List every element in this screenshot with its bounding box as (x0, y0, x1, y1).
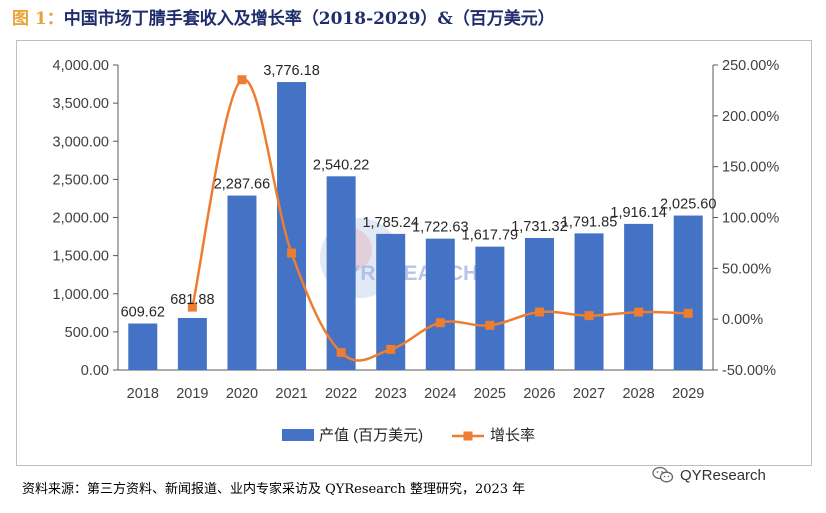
bar-2029 (673, 215, 703, 370)
x-tick-label: 2025 (474, 386, 506, 402)
bar-data-label: 2,540.22 (313, 157, 369, 173)
growth-rate-marker (386, 344, 396, 354)
left-tick-label: 0.00 (81, 363, 109, 379)
growth-rate-marker (485, 320, 495, 330)
bar-2027 (574, 233, 604, 370)
x-tick-label: 2020 (226, 386, 258, 402)
left-tick-label: 2,500.00 (53, 172, 109, 188)
figure-number: 图 1： (12, 9, 64, 29)
x-tick-label: 2022 (325, 386, 357, 402)
bar-data-label: 1,785.24 (362, 215, 418, 231)
right-tick-label: 100.00% (722, 211, 779, 227)
source-note: 资料来源：第三方资料、新闻报道、业内专家采访及 QYResearch 整理研究，… (22, 482, 526, 497)
bar-data-label: 1,722.63 (412, 220, 468, 236)
x-tick-label: 2029 (672, 386, 704, 402)
left-tick-label: 4,000.00 (53, 58, 109, 74)
chart-title: 图 1：中国市场丁腈手套收入及增长率（2018-2029）&（百万美元） (12, 6, 555, 32)
growth-rate-marker (237, 75, 247, 85)
chart-frame (16, 40, 812, 466)
growth-rate-marker (584, 311, 594, 321)
right-tick-label: 150.00% (722, 160, 779, 176)
x-tick-label: 2021 (275, 386, 307, 402)
wechat-icon (652, 466, 674, 483)
legend-label-growth: 增长率 (490, 427, 535, 444)
bar-data-label: 1,791.85 (561, 214, 617, 230)
bar-2020 (227, 195, 257, 370)
growth-rate-marker (187, 302, 197, 312)
brand-signature: QYResearch (652, 466, 766, 484)
growth-rate-marker (634, 307, 644, 317)
bar-data-label: 2,025.60 (660, 197, 716, 213)
growth-rate-marker (435, 318, 445, 328)
growth-rate-marker (534, 307, 544, 317)
legend-swatch-marker (463, 431, 473, 441)
right-tick-label: 0.00% (722, 312, 763, 328)
bar-data-label: 1,617.79 (462, 228, 518, 244)
growth-rate-marker (287, 248, 297, 258)
x-tick-label: 2019 (176, 386, 208, 402)
bar-data-label: 3,776.18 (263, 63, 319, 79)
growth-rate-marker (683, 308, 693, 318)
bar-2026 (524, 237, 554, 370)
bar-2024 (425, 238, 455, 370)
bar-2021 (277, 82, 307, 370)
bar-2022 (326, 176, 356, 370)
left-tick-label: 1,500.00 (53, 249, 109, 265)
bar-data-label: 2,287.66 (214, 177, 270, 193)
legend-label-revenue: 产值 (百万美元) (319, 427, 423, 444)
bar-data-label: 1,916.14 (610, 205, 666, 221)
right-tick-label: 200.00% (722, 109, 779, 125)
x-tick-label: 2018 (127, 386, 159, 402)
x-tick-label: 2023 (375, 386, 407, 402)
bar-data-label: 1,731.32 (511, 219, 567, 235)
left-tick-label: 3,500.00 (53, 96, 109, 112)
title-text: 中国市场丁腈手套收入及增长率（2018-2029）&（百万美元） (63, 9, 555, 29)
right-tick-label: -50.00% (722, 363, 776, 379)
left-tick-label: 2,000.00 (53, 211, 109, 227)
bar-data-label: 681.88 (170, 292, 214, 308)
right-tick-label: 250.00% (722, 58, 779, 74)
x-tick-label: 2028 (622, 386, 654, 402)
growth-rate-marker (336, 347, 346, 357)
left-tick-label: 1,000.00 (53, 287, 109, 303)
left-tick-label: 500.00 (65, 325, 109, 341)
brand-name: QYResearch (680, 466, 766, 484)
x-tick-label: 2024 (424, 386, 456, 402)
x-tick-label: 2026 (523, 386, 555, 402)
bar-2025 (475, 246, 505, 370)
bar-data-label: 609.62 (121, 305, 165, 321)
right-tick-label: 50.00% (722, 261, 771, 277)
bar-2028 (624, 223, 654, 370)
bar-2019 (177, 318, 207, 370)
left-tick-label: 3,000.00 (53, 134, 109, 150)
legend-swatch-bar (282, 429, 314, 441)
x-tick-label: 2027 (573, 386, 605, 402)
bar-2018 (128, 323, 158, 370)
